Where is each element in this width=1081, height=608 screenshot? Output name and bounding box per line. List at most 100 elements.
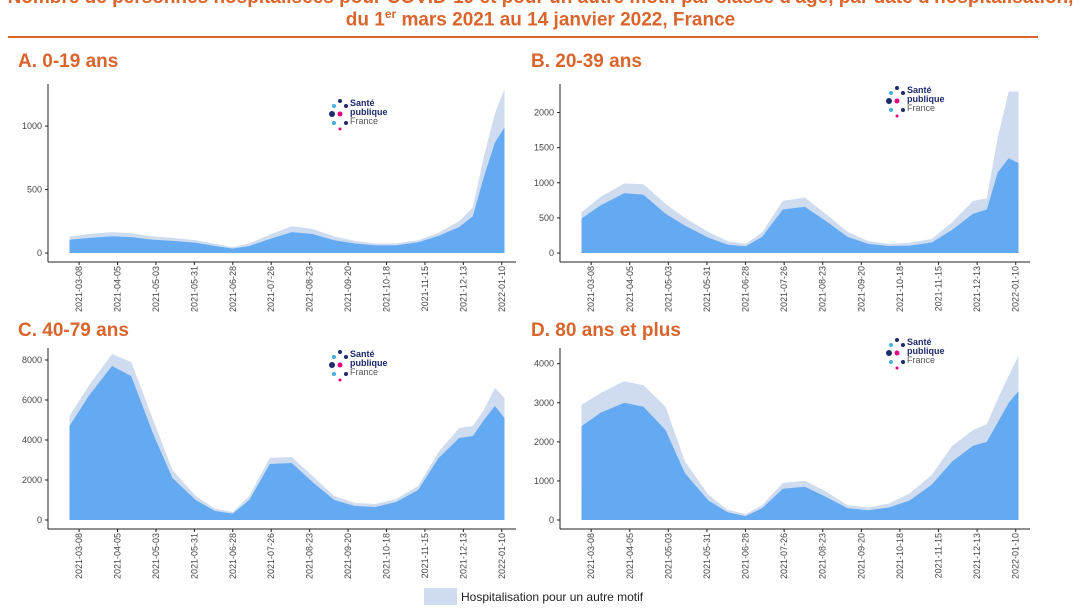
x-tick-label-1-2021-05-31: 2021-05-31 [702, 266, 712, 312]
x-tick-label-1-2021-12-13: 2021-12-13 [972, 266, 982, 312]
area-other-motif-3 [581, 355, 1019, 520]
panel-a-title: A. 0-19 ans [18, 51, 119, 72]
y-tick-label-2-0: 0 [37, 515, 42, 525]
y-tick-label-2-2000: 2000 [22, 475, 42, 485]
x-tick-label-3-2021-06-28: 2021-06-28 [741, 533, 751, 579]
x-tick-label-2-2021-11-15: 2021-11-15 [420, 533, 430, 578]
panel-d-title: D. 80 ans et plus [531, 320, 681, 341]
x-tick-label-1-2021-10-18: 2021-10-18 [895, 266, 905, 312]
x-tick-label-1-2021-05-03: 2021-05-03 [663, 266, 673, 312]
logo-line1: Santé [907, 85, 932, 95]
logo-line2: publique [350, 107, 388, 117]
x-tick-label-2-2021-06-28: 2021-06-28 [228, 533, 238, 579]
title-line2-prefix: du 1 [345, 9, 385, 31]
logo-dots-icon [329, 350, 348, 382]
area-covid-2 [69, 366, 505, 520]
x-tick-label-3-2022-01-10: 2022-01-10 [1011, 533, 1021, 579]
logo-dots-icon [329, 99, 348, 131]
x-tick-label-3-2021-11-15: 2021-11-15 [934, 533, 944, 578]
sante-publique-logo-c: Santé publique France [328, 348, 398, 388]
x-tick-label-0-2022-01-10: 2022-01-10 [497, 266, 507, 312]
y-tick-label-1-2000: 2000 [534, 108, 554, 118]
title-line2-suffix: mars 2021 au 14 janvier 2022, France [396, 9, 736, 31]
x-tick-label-1-2021-08-23: 2021-08-23 [818, 266, 828, 312]
x-tick-label-0-2021-05-31: 2021-05-31 [189, 266, 199, 312]
x-tick-label-3-2021-07-26: 2021-07-26 [779, 533, 789, 579]
logo-line3: France [907, 355, 936, 365]
logo-dots-icon [886, 86, 905, 118]
logo-line3: France [907, 103, 936, 113]
x-tick-label-2-2021-07-26: 2021-07-26 [266, 533, 276, 579]
header: Nombre de personnes hospitalisées pour C… [0, 0, 1081, 36]
x-tick-label-3-2021-10-18: 2021-10-18 [895, 533, 905, 579]
y-tick-label-3-0: 0 [549, 515, 554, 525]
x-tick-label-2-2022-01-10: 2022-01-10 [497, 533, 507, 579]
x-tick-label-2-2021-09-20: 2021-09-20 [343, 533, 353, 579]
y-tick-label-2-6000: 6000 [22, 395, 42, 405]
x-tick-label-1-2021-04-05: 2021-04-05 [625, 266, 635, 312]
x-tick-label-3-2021-09-20: 2021-09-20 [856, 533, 866, 579]
y-tick-label-1-500: 500 [539, 213, 554, 223]
x-tick-label-0-2021-10-18: 2021-10-18 [381, 266, 391, 312]
logo-line3: France [350, 116, 379, 126]
y-tick-label-3-2000: 2000 [534, 437, 554, 447]
y-tick-label-3-3000: 3000 [534, 398, 554, 408]
logo-line2: publique [907, 94, 945, 104]
area-other-motif-2 [69, 354, 505, 520]
y-tick-label-0-500: 500 [27, 185, 42, 195]
x-tick-label-2-2021-08-23: 2021-08-23 [305, 533, 315, 579]
x-tick-label-0-2021-12-13: 2021-12-13 [458, 266, 468, 312]
x-tick-label-2-2021-05-03: 2021-05-03 [151, 533, 161, 579]
y-tick-label-2-4000: 4000 [22, 435, 42, 445]
y-tick-label-1-1500: 1500 [534, 143, 554, 153]
x-tick-label-3-2021-05-03: 2021-05-03 [663, 533, 673, 579]
logo-line2: publique [907, 346, 945, 356]
x-tick-label-3-2021-03-08: 2021-03-08 [586, 533, 596, 579]
sante-publique-logo-d: Santé publique France [885, 336, 955, 376]
x-tick-label-0-2021-11-15: 2021-11-15 [420, 266, 430, 311]
x-tick-label-3-2021-04-05: 2021-04-05 [625, 533, 635, 579]
page-title-line1: Nombre de personnes hospitalisées pour C… [0, 0, 1081, 9]
y-tick-label-2-8000: 8000 [22, 355, 42, 365]
y-tick-label-1-0: 0 [549, 248, 554, 258]
y-tick-label-3-4000: 4000 [534, 359, 554, 369]
y-tick-label-0-1000: 1000 [22, 121, 42, 131]
title-line2-sup: er [384, 7, 397, 21]
x-tick-label-0-2021-07-26: 2021-07-26 [266, 266, 276, 312]
logo-line1: Santé [350, 98, 375, 108]
x-tick-label-0-2021-06-28: 2021-06-28 [228, 266, 238, 312]
y-tick-label-0-0: 0 [37, 248, 42, 258]
area-other-motif-0 [69, 89, 505, 253]
y-tick-label-1-1000: 1000 [534, 178, 554, 188]
logo-line3: France [350, 367, 379, 377]
x-tick-label-1-2021-06-28: 2021-06-28 [741, 266, 751, 312]
x-tick-label-1-2021-11-15: 2021-11-15 [934, 266, 944, 311]
x-tick-label-0-2021-04-05: 2021-04-05 [113, 266, 123, 312]
area-covid-1 [581, 158, 1019, 253]
x-tick-label-0-2021-03-08: 2021-03-08 [74, 266, 84, 312]
x-tick-label-2-2021-04-05: 2021-04-05 [113, 533, 123, 579]
logo-line1: Santé [350, 349, 375, 359]
logo-dots-icon [886, 338, 905, 370]
x-tick-label-2-2021-12-13: 2021-12-13 [458, 533, 468, 579]
legend-swatch [424, 588, 457, 605]
legend-label: Hospitalisation pour un autre motif [461, 590, 644, 604]
x-tick-label-1-2021-07-26: 2021-07-26 [779, 266, 789, 312]
x-tick-label-1-2021-03-08: 2021-03-08 [586, 266, 596, 312]
x-tick-label-0-2021-09-20: 2021-09-20 [343, 266, 353, 312]
panel-c-title: C. 40-79 ans [18, 320, 129, 341]
y-tick-label-3-1000: 1000 [534, 476, 554, 486]
panel-b-title: B. 20-39 ans [531, 51, 642, 72]
logo-line2: publique [350, 358, 388, 368]
header-rule [8, 36, 1038, 38]
x-tick-label-3-2021-05-31: 2021-05-31 [702, 533, 712, 579]
x-tick-label-0-2021-05-03: 2021-05-03 [151, 266, 161, 312]
sante-publique-logo-b: Santé publique France [885, 84, 955, 124]
page-title-line2: du 1er mars 2021 au 14 janvier 2022, Fra… [0, 7, 1081, 31]
area-covid-0 [69, 127, 505, 253]
x-tick-label-3-2021-12-13: 2021-12-13 [972, 533, 982, 579]
sante-publique-logo-a: Santé publique France [328, 97, 398, 137]
x-tick-label-2-2021-05-31: 2021-05-31 [189, 533, 199, 579]
x-tick-label-2-2021-10-18: 2021-10-18 [381, 533, 391, 579]
